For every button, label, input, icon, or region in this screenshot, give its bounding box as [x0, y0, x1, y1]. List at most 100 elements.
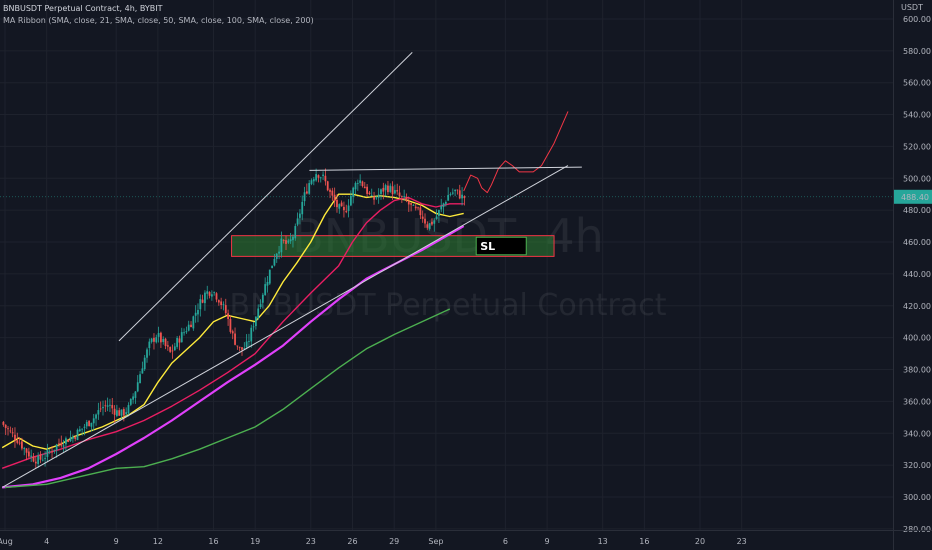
candle-body: [227, 313, 229, 320]
candle-body: [252, 326, 255, 328]
candle-body: [329, 189, 331, 192]
price-tick-label: 300.00: [903, 493, 931, 502]
candle-body: [125, 412, 128, 415]
candle-body: [410, 203, 413, 205]
candle-body: [222, 304, 225, 306]
candle-body: [220, 301, 223, 306]
candle-body: [301, 201, 304, 215]
candle-body: [248, 341, 250, 342]
time-tick-label: 16: [208, 537, 218, 546]
zones-layer: [231, 235, 555, 257]
candle-body: [2, 421, 5, 425]
candle-body: [118, 410, 121, 416]
candle-body: [92, 418, 95, 424]
candle-body: [88, 420, 90, 427]
candle-body: [319, 177, 322, 179]
candle-body: [104, 405, 107, 407]
candle-body: [169, 347, 172, 352]
candle-body: [204, 292, 206, 304]
candle-body: [197, 310, 199, 315]
candle-body: [396, 190, 399, 192]
price-tick-label: 480.00: [903, 206, 931, 215]
candle-body: [78, 429, 81, 432]
candle-body: [310, 180, 313, 184]
time-tick-label: 9: [545, 537, 550, 546]
candle-body: [185, 331, 188, 333]
candle-body: [433, 220, 436, 224]
price-tick-label: 580.00: [903, 47, 931, 56]
candle-body: [58, 443, 60, 445]
candle-body: [229, 319, 232, 332]
price-tick-label: 540.00: [903, 111, 931, 120]
candle-body: [431, 221, 433, 225]
candle-body: [201, 299, 204, 303]
time-axis[interactable]: Aug 4 9 12 16 19 23 26 29 Sep 6 9 13 16 20 23: [0, 530, 932, 547]
candle-body: [403, 196, 406, 198]
candle-body: [421, 216, 424, 219]
candle-body: [213, 292, 216, 293]
price-tick-label: 340.00: [903, 429, 931, 438]
candle-body: [85, 422, 88, 427]
candle-body: [111, 404, 114, 409]
candle-body: [250, 327, 253, 342]
candle-body: [99, 408, 102, 410]
candle-body: [266, 281, 269, 286]
candle-body: [206, 291, 209, 294]
candle-body: [347, 205, 350, 212]
candle-body: [336, 199, 338, 208]
candle-body: [447, 194, 450, 201]
candle-body: [143, 357, 146, 370]
candle-body: [442, 203, 445, 207]
candle-body: [257, 308, 260, 319]
candle-body: [387, 185, 389, 193]
candle-body: [39, 454, 42, 460]
candle-body: [224, 305, 227, 314]
candle-body: [264, 284, 267, 296]
candle-body: [37, 455, 40, 464]
candle-body: [231, 331, 234, 334]
time-tick-label: 23: [306, 537, 316, 546]
candle-body: [373, 196, 375, 200]
series-line-3: [2, 225, 465, 489]
currency-label: USDT: [901, 3, 923, 12]
candle-body: [414, 206, 417, 209]
candle-body: [120, 409, 123, 416]
time-tick-label: 13: [598, 537, 608, 546]
candle-body: [217, 300, 220, 303]
candle-body: [449, 194, 452, 195]
candle-body: [287, 240, 290, 243]
candle-body: [150, 338, 153, 342]
last-price-badge: [894, 189, 932, 204]
sl-layer: SL: [475, 236, 527, 256]
candle-body: [74, 437, 77, 439]
candle-body: [317, 175, 320, 178]
candle-body: [412, 205, 415, 206]
candle-body: [215, 293, 218, 300]
candle-body: [51, 451, 53, 453]
candle-body: [148, 341, 151, 349]
candle-body: [361, 181, 364, 187]
candle-body: [363, 186, 366, 189]
candle-body: [7, 428, 9, 430]
time-tick-label: Aug: [0, 537, 13, 546]
candle-body: [171, 350, 174, 352]
time-tick-label: Sep: [428, 537, 443, 546]
candle-body: [315, 174, 318, 181]
candle-body: [384, 185, 387, 191]
candle-body: [60, 442, 63, 446]
price-axis[interactable]: USDT 280.00 300.00 320.00 340.00 360.00 380.0…: [893, 0, 932, 550]
candle-body: [109, 404, 111, 406]
candle-body: [81, 428, 84, 430]
candle-body: [192, 316, 195, 329]
candle-body: [268, 269, 271, 284]
candle-body: [69, 437, 72, 441]
candle-body: [458, 190, 461, 199]
candle-body: [41, 459, 44, 461]
time-tick-label: 9: [114, 537, 119, 546]
candle-body: [127, 405, 130, 414]
candle-body: [349, 195, 352, 206]
candle-body: [375, 197, 378, 199]
price-tick-label: 380.00: [903, 366, 931, 375]
candle-body: [382, 187, 385, 192]
